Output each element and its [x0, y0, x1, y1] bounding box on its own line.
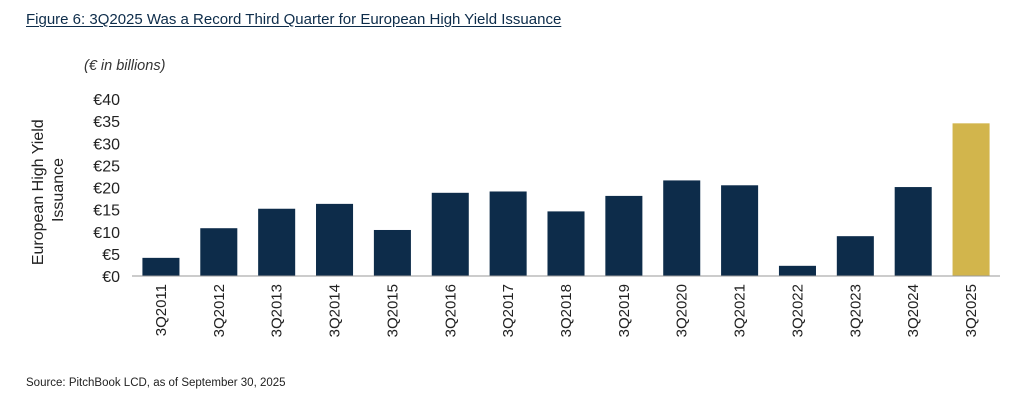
y-tick-label: €10 [93, 225, 120, 242]
bar-3q2021 [721, 185, 759, 276]
y-tick-label: €35 [93, 114, 120, 131]
bar-3q2017 [489, 191, 527, 276]
x-tick-label: 3Q2018 [558, 284, 575, 337]
unit-note: (€ in billions) [84, 58, 166, 74]
y-tick-label: €20 [93, 181, 120, 198]
y-tick-label: €30 [93, 136, 120, 153]
source-note: Source: PitchBook LCD, as of September 3… [26, 377, 286, 389]
y-axis-title: European High Yield Issuance [30, 115, 67, 265]
x-tick-label: 3Q2019 [616, 284, 633, 337]
bar-3q2018 [547, 211, 585, 276]
bar-3q2023 [836, 236, 874, 276]
y-axis-ticks: €0 €5 €10 €15 €20 €25 €30 €35 €40 [93, 92, 120, 286]
x-tick-label: 3Q2017 [500, 284, 517, 337]
x-tick-label: 3Q2020 [674, 284, 691, 337]
x-tick-label: 3Q2025 [963, 284, 980, 337]
y-tick-label: €40 [93, 92, 120, 109]
bar-3q2020 [663, 180, 701, 276]
x-tick-label: 3Q2021 [732, 284, 749, 337]
figure-title: Figure 6: 3Q2025 Was a Record Third Quar… [26, 11, 562, 28]
x-tick-label: 3Q2016 [442, 284, 459, 337]
bar-3q2019 [605, 195, 643, 276]
y-tick-label: €5 [102, 247, 120, 264]
bar-3q2025 [952, 123, 990, 277]
x-tick-label: 3Q2014 [327, 284, 344, 337]
bar-3q2016 [431, 192, 469, 276]
bar-3q2012 [200, 228, 238, 276]
y-axis-title-line-1: European High Yield [30, 119, 47, 265]
x-tick-label: 3Q2015 [384, 284, 401, 337]
x-tick-label: 3Q2011 [153, 284, 170, 336]
bar-3q2024 [894, 187, 932, 276]
y-tick-label: €0 [102, 269, 120, 286]
bar-3q2011 [142, 257, 180, 276]
x-tick-label: 3Q2024 [905, 284, 922, 337]
x-tick-label: 3Q2012 [211, 284, 228, 337]
bar-3q2015 [373, 229, 411, 276]
bar-3q2014 [316, 203, 354, 276]
x-tick-label: 3Q2023 [847, 284, 864, 337]
x-tick-label: 3Q2013 [269, 284, 286, 337]
x-axis-labels: 3Q2011 3Q2012 3Q2013 3Q2014 3Q2015 3Q2016 3Q20… [153, 284, 980, 337]
y-axis-title-line-2: Issuance [50, 158, 67, 222]
y-tick-label: €25 [93, 158, 120, 175]
bar-3q2022 [778, 265, 816, 276]
x-tick-label: 3Q2022 [789, 284, 806, 337]
bars [142, 123, 990, 277]
bar-3q2013 [258, 208, 296, 276]
y-tick-label: €15 [93, 203, 120, 220]
